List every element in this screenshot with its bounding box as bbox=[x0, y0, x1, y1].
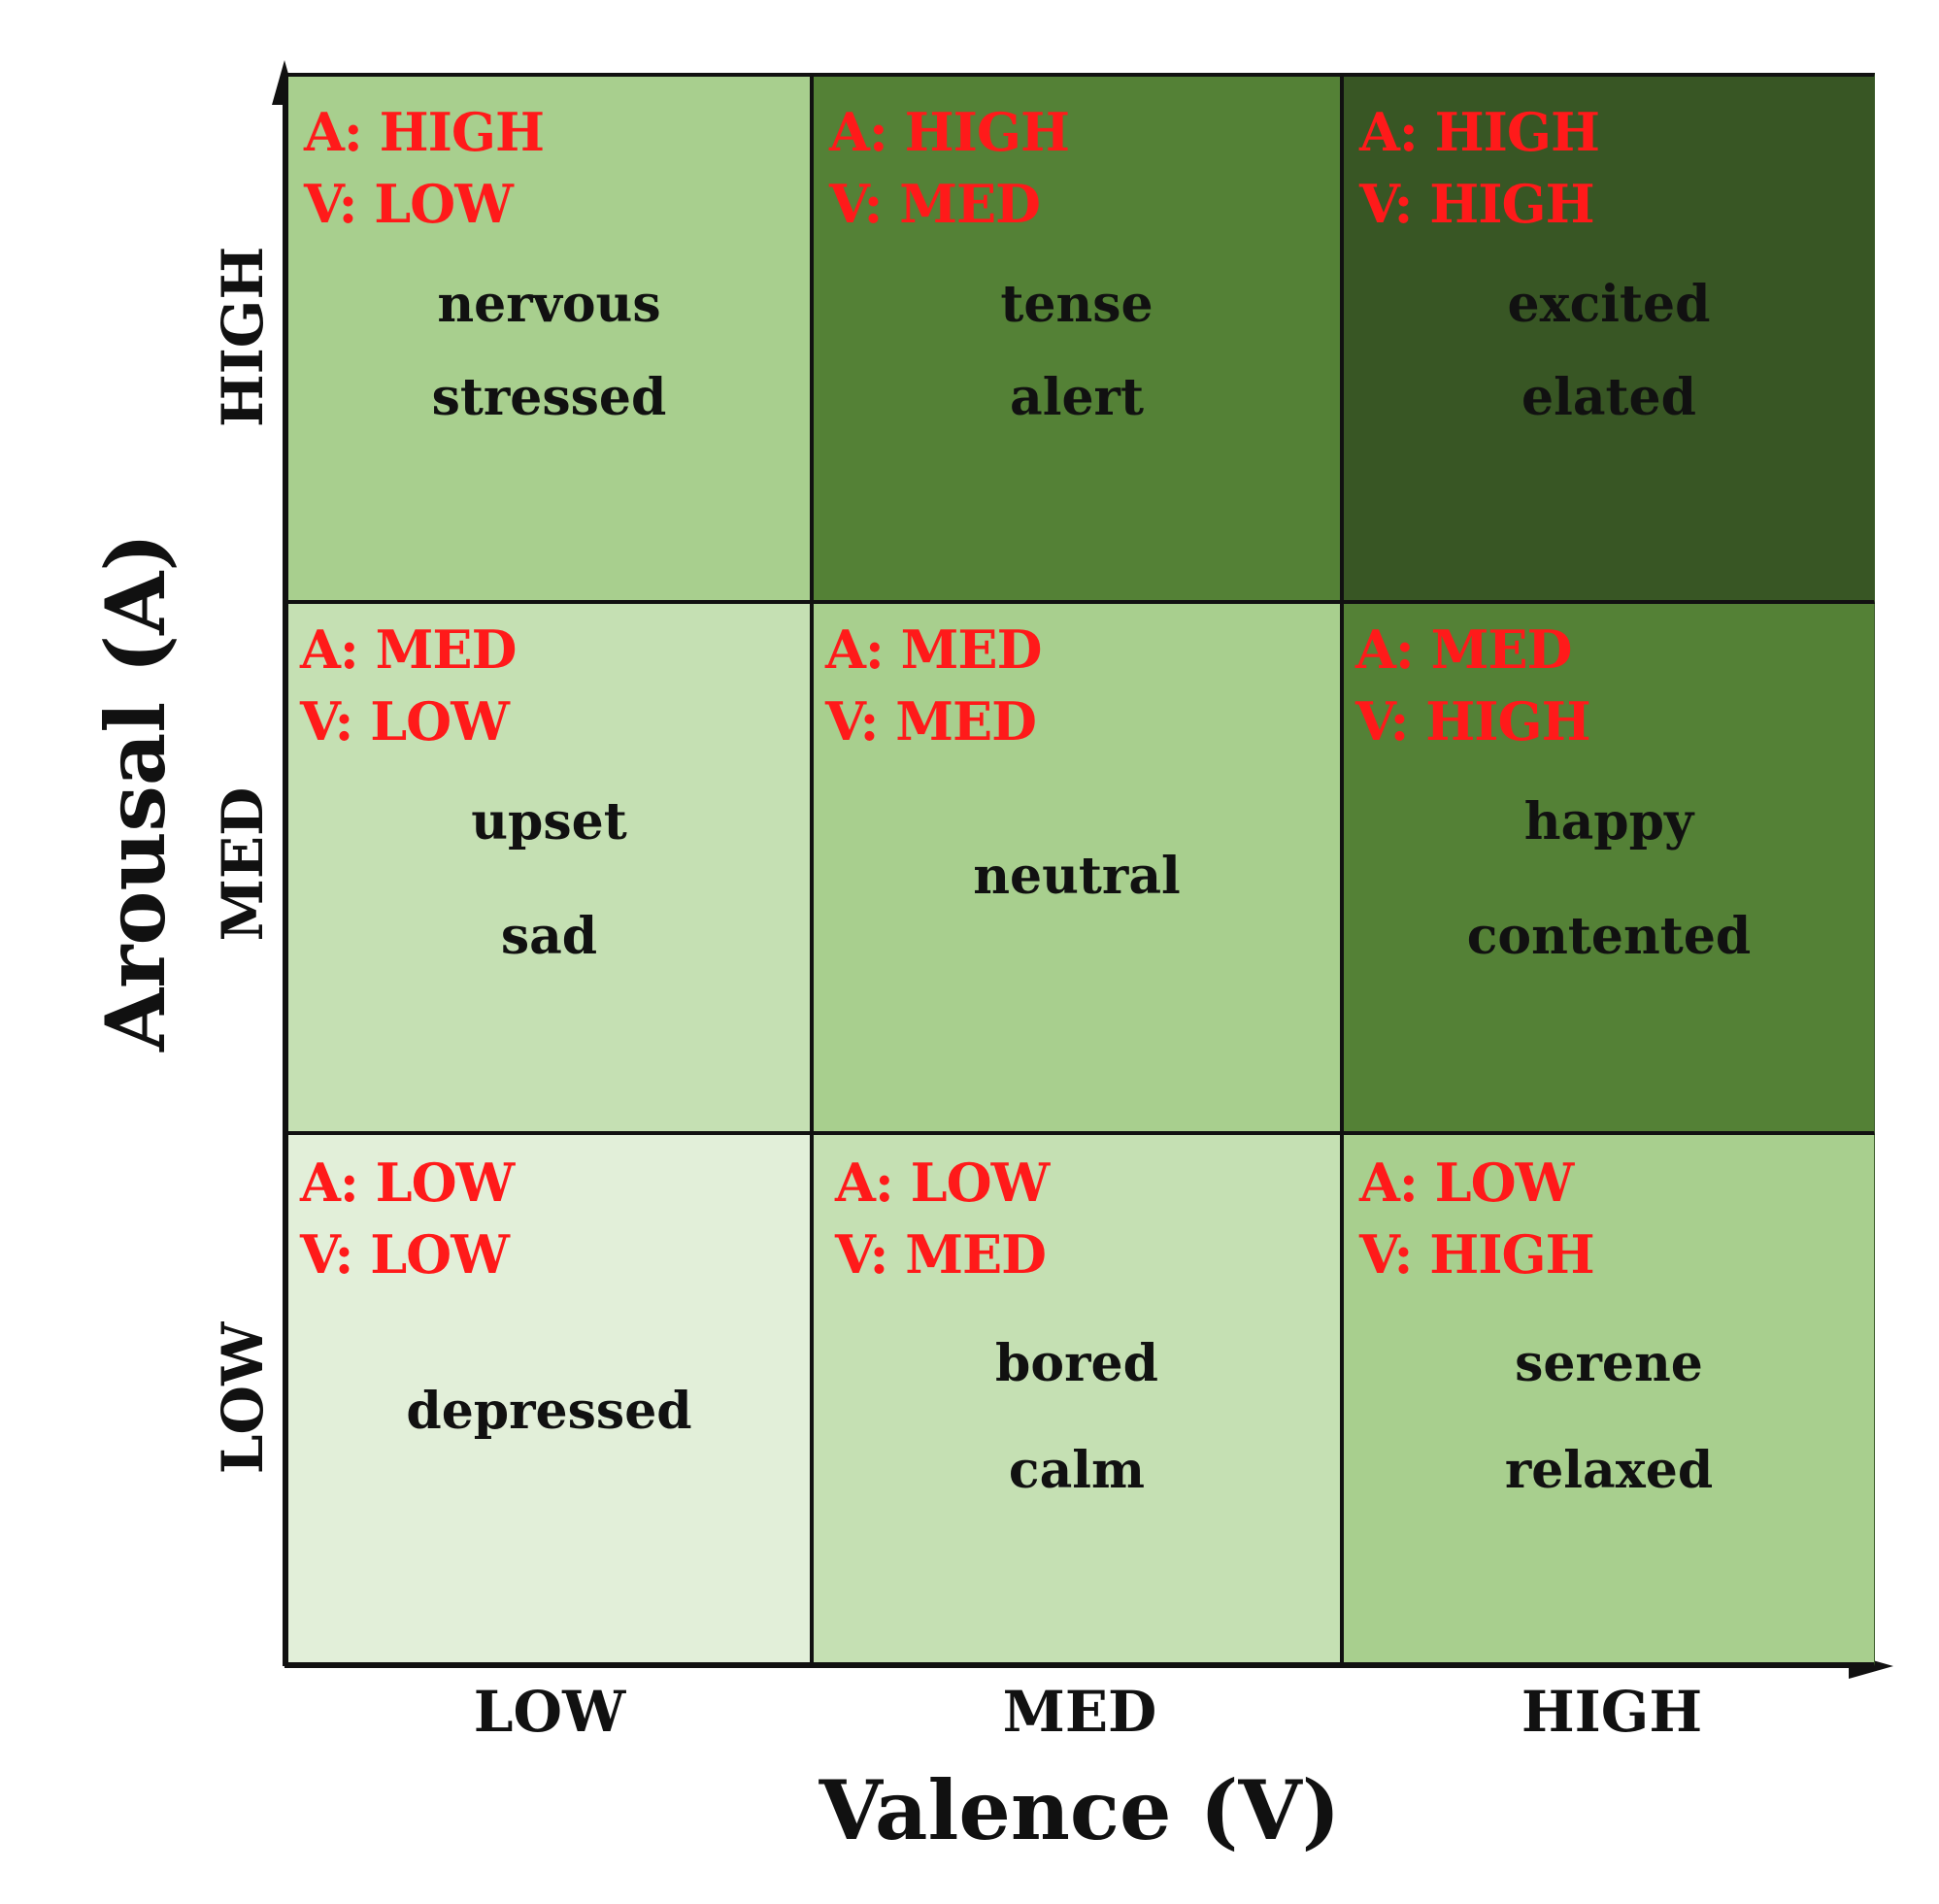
arousal-tag: A: MED bbox=[825, 618, 1042, 681]
emotion-word: upset bbox=[471, 792, 627, 852]
valence-tag: V: LOW bbox=[300, 1223, 510, 1286]
arousal-tag: A: HIGH bbox=[1359, 101, 1600, 163]
y-axis-title: Arousal (A) bbox=[87, 532, 184, 1052]
emotion-word: tense bbox=[1000, 275, 1153, 334]
valence-tag: V: LOW bbox=[304, 173, 514, 235]
cell-low-arousal-low-valence: A: LOW V: LOW depressed bbox=[284, 1135, 814, 1666]
cell-words: serene relaxed bbox=[1344, 1318, 1874, 1518]
valence-tag: V: HIGH bbox=[1359, 1223, 1595, 1286]
cell-words: neutral bbox=[814, 830, 1340, 923]
cell-tag: A: LOW V: LOW bbox=[300, 1147, 515, 1290]
valence-tag: V: MED bbox=[825, 690, 1037, 752]
y-level-high: HIGH bbox=[210, 246, 276, 428]
y-level-med: MED bbox=[210, 786, 276, 942]
cell-high-arousal-low-valence: A: HIGH V: LOW nervous stressed bbox=[284, 73, 814, 604]
cell-med-arousal-low-valence: A: MED V: LOW upset sad bbox=[284, 604, 814, 1135]
emotion-word: happy bbox=[1523, 792, 1694, 852]
arousal-tag: A: LOW bbox=[835, 1152, 1050, 1214]
arousal-tag: A: MED bbox=[300, 618, 517, 681]
emotion-word: nervous bbox=[437, 275, 661, 334]
quadrant-grid: A: HIGH V: LOW nervous stressed A: HIGH V: … bbox=[284, 73, 1875, 1666]
cell-med-arousal-med-valence: A: MED V: MED neutral bbox=[814, 604, 1344, 1135]
cell-words: bored calm bbox=[814, 1318, 1340, 1518]
x-axis-title: Valence (V) bbox=[819, 1762, 1341, 1858]
cell-high-arousal-high-valence: A: HIGH V: HIGH excited elated bbox=[1344, 73, 1875, 604]
emotion-word: stressed bbox=[431, 368, 667, 427]
emotion-word: depressed bbox=[406, 1382, 692, 1441]
cell-words: tense alert bbox=[814, 258, 1340, 445]
cell-words: depressed bbox=[288, 1365, 810, 1458]
cell-words: nervous stressed bbox=[288, 258, 810, 445]
cell-tag: A: LOW V: HIGH bbox=[1359, 1147, 1595, 1290]
emotion-word: relaxed bbox=[1504, 1441, 1714, 1500]
arousal-tag: A: HIGH bbox=[304, 101, 545, 163]
emotion-word: elated bbox=[1521, 368, 1696, 427]
x-level-low: LOW bbox=[473, 1679, 626, 1745]
cell-tag: A: LOW V: MED bbox=[835, 1147, 1050, 1290]
cell-tag: A: MED V: HIGH bbox=[1355, 614, 1591, 757]
emotion-word: contented bbox=[1466, 907, 1752, 966]
arousal-tag: A: LOW bbox=[300, 1152, 515, 1214]
cell-words: upset sad bbox=[288, 776, 810, 984]
emotion-word: bored bbox=[995, 1334, 1158, 1393]
cell-med-arousal-high-valence: A: MED V: HIGH happy contented bbox=[1344, 604, 1875, 1135]
cell-tag: A: HIGH V: MED bbox=[829, 96, 1070, 240]
cell-high-arousal-med-valence: A: HIGH V: MED tense alert bbox=[814, 73, 1344, 604]
x-level-med: MED bbox=[1002, 1679, 1157, 1745]
emotion-word: calm bbox=[1008, 1441, 1146, 1500]
cell-tag: A: MED V: LOW bbox=[300, 614, 517, 757]
emotion-word: excited bbox=[1507, 275, 1711, 334]
arousal-tag: A: HIGH bbox=[829, 101, 1070, 163]
arousal-tag: A: LOW bbox=[1359, 1152, 1574, 1214]
cell-words: excited elated bbox=[1344, 258, 1874, 445]
x-level-high: HIGH bbox=[1521, 1679, 1703, 1745]
cell-words: happy contented bbox=[1344, 776, 1874, 984]
emotion-word: serene bbox=[1515, 1334, 1703, 1393]
valence-tag: V: MED bbox=[835, 1223, 1047, 1286]
cell-tag: A: HIGH V: LOW bbox=[304, 96, 545, 240]
cell-tag: A: MED V: MED bbox=[825, 614, 1042, 757]
valence-tag: V: HIGH bbox=[1355, 690, 1591, 752]
cell-low-arousal-med-valence: A: LOW V: MED bored calm bbox=[814, 1135, 1344, 1666]
cell-tag: A: HIGH V: HIGH bbox=[1359, 96, 1600, 240]
valence-tag: V: LOW bbox=[300, 690, 510, 752]
cell-low-arousal-high-valence: A: LOW V: HIGH serene relaxed bbox=[1344, 1135, 1875, 1666]
emotion-word: sad bbox=[500, 907, 598, 966]
emotion-word: alert bbox=[1010, 368, 1144, 427]
y-level-low: LOW bbox=[210, 1321, 276, 1475]
valence-tag: V: MED bbox=[829, 173, 1041, 235]
valence-tag: V: HIGH bbox=[1359, 173, 1595, 235]
emotion-word: neutral bbox=[973, 847, 1181, 906]
arousal-tag: A: MED bbox=[1355, 618, 1572, 681]
